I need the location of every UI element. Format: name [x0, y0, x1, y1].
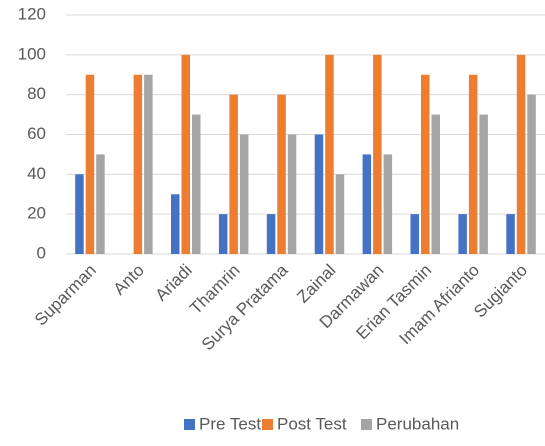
bar — [362, 154, 372, 254]
x-tick-label: Zainal — [293, 261, 339, 307]
bar — [431, 114, 440, 254]
bar — [218, 214, 228, 254]
legend-label: Pre Test — [199, 414, 261, 433]
y-tick-label: 20 — [27, 204, 46, 223]
bar — [335, 174, 345, 254]
bar — [229, 94, 238, 255]
legend-swatch — [262, 419, 273, 430]
bar — [506, 214, 515, 254]
bar — [171, 194, 180, 254]
bar — [144, 74, 153, 254]
legend-label: Post Test — [277, 414, 347, 433]
bar — [325, 54, 334, 255]
y-tick-label: 100 — [18, 44, 46, 63]
legend-label: Perubahan — [376, 414, 459, 433]
bar — [458, 214, 467, 254]
y-tick-label: 80 — [27, 84, 46, 103]
bar — [421, 74, 430, 254]
bar — [192, 114, 201, 254]
bar — [85, 74, 95, 254]
x-tick-label: Suparman — [31, 261, 100, 330]
bar — [410, 214, 419, 254]
x-tick-label: Surya Pratama — [198, 260, 292, 354]
bar — [266, 214, 276, 254]
bar — [133, 74, 143, 254]
y-tick-label: 0 — [37, 243, 46, 262]
bar — [373, 54, 382, 255]
bar — [277, 94, 286, 255]
legend-swatch — [184, 419, 195, 430]
bar — [314, 134, 324, 254]
y-tick-label: 120 — [18, 4, 46, 23]
x-tick-label: Ariadi — [152, 261, 196, 305]
bar — [468, 74, 478, 254]
x-tick-label: Sugianto — [470, 261, 531, 322]
bar — [239, 134, 249, 254]
bar — [181, 54, 190, 255]
bar — [96, 154, 105, 254]
bar — [527, 94, 536, 255]
bar — [383, 154, 393, 254]
legend-swatch — [361, 419, 372, 430]
bar — [479, 114, 488, 254]
bar — [287, 134, 297, 254]
bar — [516, 54, 526, 255]
x-tick-label: Anto — [110, 261, 148, 299]
y-tick-label: 60 — [27, 124, 46, 143]
y-tick-label: 40 — [27, 164, 46, 183]
bar — [75, 174, 84, 254]
